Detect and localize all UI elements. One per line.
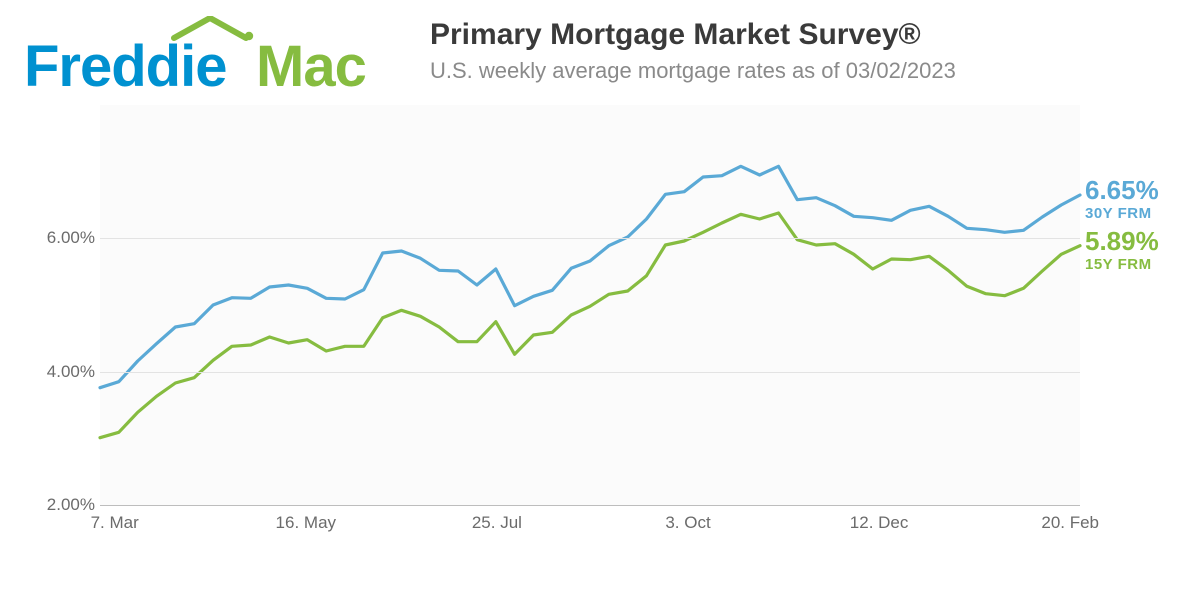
- end-name-30y: 30Y FRM: [1085, 205, 1195, 222]
- gridline: [100, 505, 1080, 506]
- end-label-30y: 6.65% 30Y FRM: [1085, 177, 1195, 222]
- line-chart-svg: [100, 105, 1080, 505]
- chart-title: Primary Mortgage Market Survey®: [430, 18, 956, 52]
- svg-text:Mac: Mac: [256, 34, 366, 99]
- series-15y-frm: [100, 213, 1080, 438]
- chart-header: Primary Mortgage Market Survey® U.S. wee…: [430, 18, 956, 84]
- plot-area: [100, 105, 1080, 505]
- series-30y-frm: [100, 166, 1080, 387]
- y-axis-label: 2.00%: [20, 495, 95, 515]
- freddie-mac-logo-svg: Freddie Mac: [24, 16, 404, 102]
- end-value-30y: 6.65%: [1085, 177, 1195, 203]
- x-axis-label: 3. Oct: [665, 513, 710, 533]
- x-axis-label: 12. Dec: [850, 513, 909, 533]
- chart: 2.00% 4.00% 6.00% 7. Mar 16. May 25. Jul 3. Oc…: [20, 105, 1080, 555]
- svg-text:Freddie: Freddie: [24, 34, 227, 99]
- x-axis-label: 20. Feb: [1041, 513, 1099, 533]
- gridline: [100, 238, 1080, 239]
- end-value-15y: 5.89%: [1085, 228, 1195, 254]
- y-axis-label: 6.00%: [20, 228, 95, 248]
- x-axis-label: 7. Mar: [91, 513, 139, 533]
- x-axis-label: 25. Jul: [472, 513, 522, 533]
- y-axis-label: 4.00%: [20, 362, 95, 382]
- end-label-15y: 5.89% 15Y FRM: [1085, 228, 1195, 273]
- end-name-15y: 15Y FRM: [1085, 256, 1195, 273]
- gridline: [100, 372, 1080, 373]
- x-axis-label: 16. May: [276, 513, 336, 533]
- brand-logo: Freddie Mac: [24, 16, 404, 107]
- chart-subtitle: U.S. weekly average mortgage rates as of…: [430, 58, 956, 84]
